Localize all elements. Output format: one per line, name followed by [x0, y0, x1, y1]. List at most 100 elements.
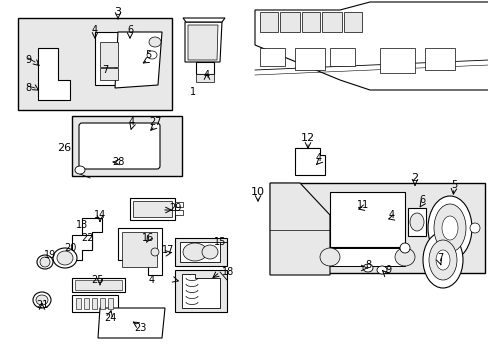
Bar [343, 12, 361, 32]
Text: 4: 4 [129, 117, 135, 127]
Text: 14: 14 [94, 210, 106, 220]
Ellipse shape [202, 245, 218, 259]
Bar [260, 48, 285, 66]
Bar [407, 208, 425, 236]
Bar [269, 183, 484, 273]
Text: 19: 19 [44, 250, 56, 260]
Bar [321, 12, 341, 32]
Bar [175, 202, 183, 207]
Polygon shape [182, 274, 220, 308]
Bar [100, 298, 105, 309]
Polygon shape [254, 2, 488, 90]
Ellipse shape [422, 232, 462, 288]
Bar [424, 48, 454, 70]
Polygon shape [82, 218, 102, 248]
Polygon shape [183, 18, 224, 22]
Bar [379, 48, 414, 73]
Text: 10: 10 [250, 187, 264, 197]
Bar [329, 248, 404, 266]
Bar [84, 298, 89, 309]
Text: 12: 12 [300, 133, 314, 143]
Ellipse shape [53, 248, 77, 268]
Polygon shape [118, 228, 162, 275]
Text: 17: 17 [162, 245, 174, 255]
Bar [175, 210, 183, 215]
Polygon shape [187, 25, 218, 60]
Polygon shape [180, 242, 220, 262]
Ellipse shape [362, 264, 372, 272]
Bar [280, 12, 299, 32]
Polygon shape [115, 32, 162, 88]
Bar [196, 74, 214, 82]
Text: 20: 20 [63, 243, 76, 253]
Ellipse shape [183, 243, 206, 261]
Text: 25: 25 [91, 275, 103, 285]
Text: 4: 4 [149, 275, 155, 285]
Text: 9: 9 [25, 55, 31, 65]
FancyBboxPatch shape [79, 123, 160, 169]
Text: 29: 29 [168, 203, 181, 213]
Ellipse shape [37, 255, 53, 269]
Bar [175, 270, 226, 312]
Bar [72, 116, 182, 176]
Polygon shape [72, 278, 125, 292]
Polygon shape [72, 235, 92, 260]
Text: 26: 26 [57, 143, 71, 153]
Text: 7: 7 [436, 253, 442, 263]
Ellipse shape [428, 240, 456, 280]
Ellipse shape [409, 213, 423, 231]
Ellipse shape [399, 243, 409, 253]
Ellipse shape [75, 166, 85, 174]
Text: 22: 22 [81, 233, 94, 243]
Bar [92, 298, 97, 309]
Text: 3: 3 [114, 7, 121, 17]
Bar [108, 298, 113, 309]
Bar [175, 238, 226, 266]
Polygon shape [38, 48, 70, 100]
Bar [100, 68, 118, 80]
Text: 6: 6 [127, 25, 133, 35]
Ellipse shape [376, 266, 386, 274]
Text: 2: 2 [410, 173, 418, 183]
Text: 7: 7 [102, 65, 108, 75]
Text: 5: 5 [144, 50, 151, 60]
Text: 18: 18 [222, 267, 234, 277]
Bar [294, 48, 325, 70]
Text: 8: 8 [364, 260, 370, 270]
Bar [75, 280, 122, 290]
Text: 6: 6 [418, 195, 424, 205]
Ellipse shape [433, 204, 465, 252]
Text: 21: 21 [36, 300, 48, 310]
Ellipse shape [319, 248, 339, 266]
Text: 4: 4 [388, 210, 394, 220]
Text: 13: 13 [76, 220, 88, 230]
Ellipse shape [40, 257, 50, 267]
Text: 9: 9 [384, 265, 390, 275]
Text: 16: 16 [142, 233, 154, 243]
Polygon shape [98, 308, 164, 338]
Text: 23: 23 [134, 323, 146, 333]
Ellipse shape [394, 248, 414, 266]
Text: 28: 28 [112, 157, 124, 167]
Text: 1: 1 [189, 87, 196, 97]
Polygon shape [184, 22, 222, 62]
Polygon shape [269, 183, 329, 275]
Text: 15: 15 [213, 237, 226, 247]
Polygon shape [294, 148, 325, 175]
Ellipse shape [469, 223, 479, 233]
Text: 8: 8 [25, 83, 31, 93]
Bar [100, 42, 118, 67]
Bar [76, 298, 81, 309]
Ellipse shape [427, 196, 471, 260]
Polygon shape [18, 18, 172, 110]
Bar [196, 62, 214, 74]
Ellipse shape [435, 250, 449, 270]
Text: 4: 4 [92, 25, 98, 35]
Bar [329, 192, 404, 247]
Bar [133, 201, 172, 217]
Bar [260, 12, 278, 32]
Bar [122, 232, 157, 267]
Ellipse shape [36, 295, 48, 305]
Text: 11: 11 [356, 200, 368, 210]
Text: 4: 4 [203, 70, 210, 80]
